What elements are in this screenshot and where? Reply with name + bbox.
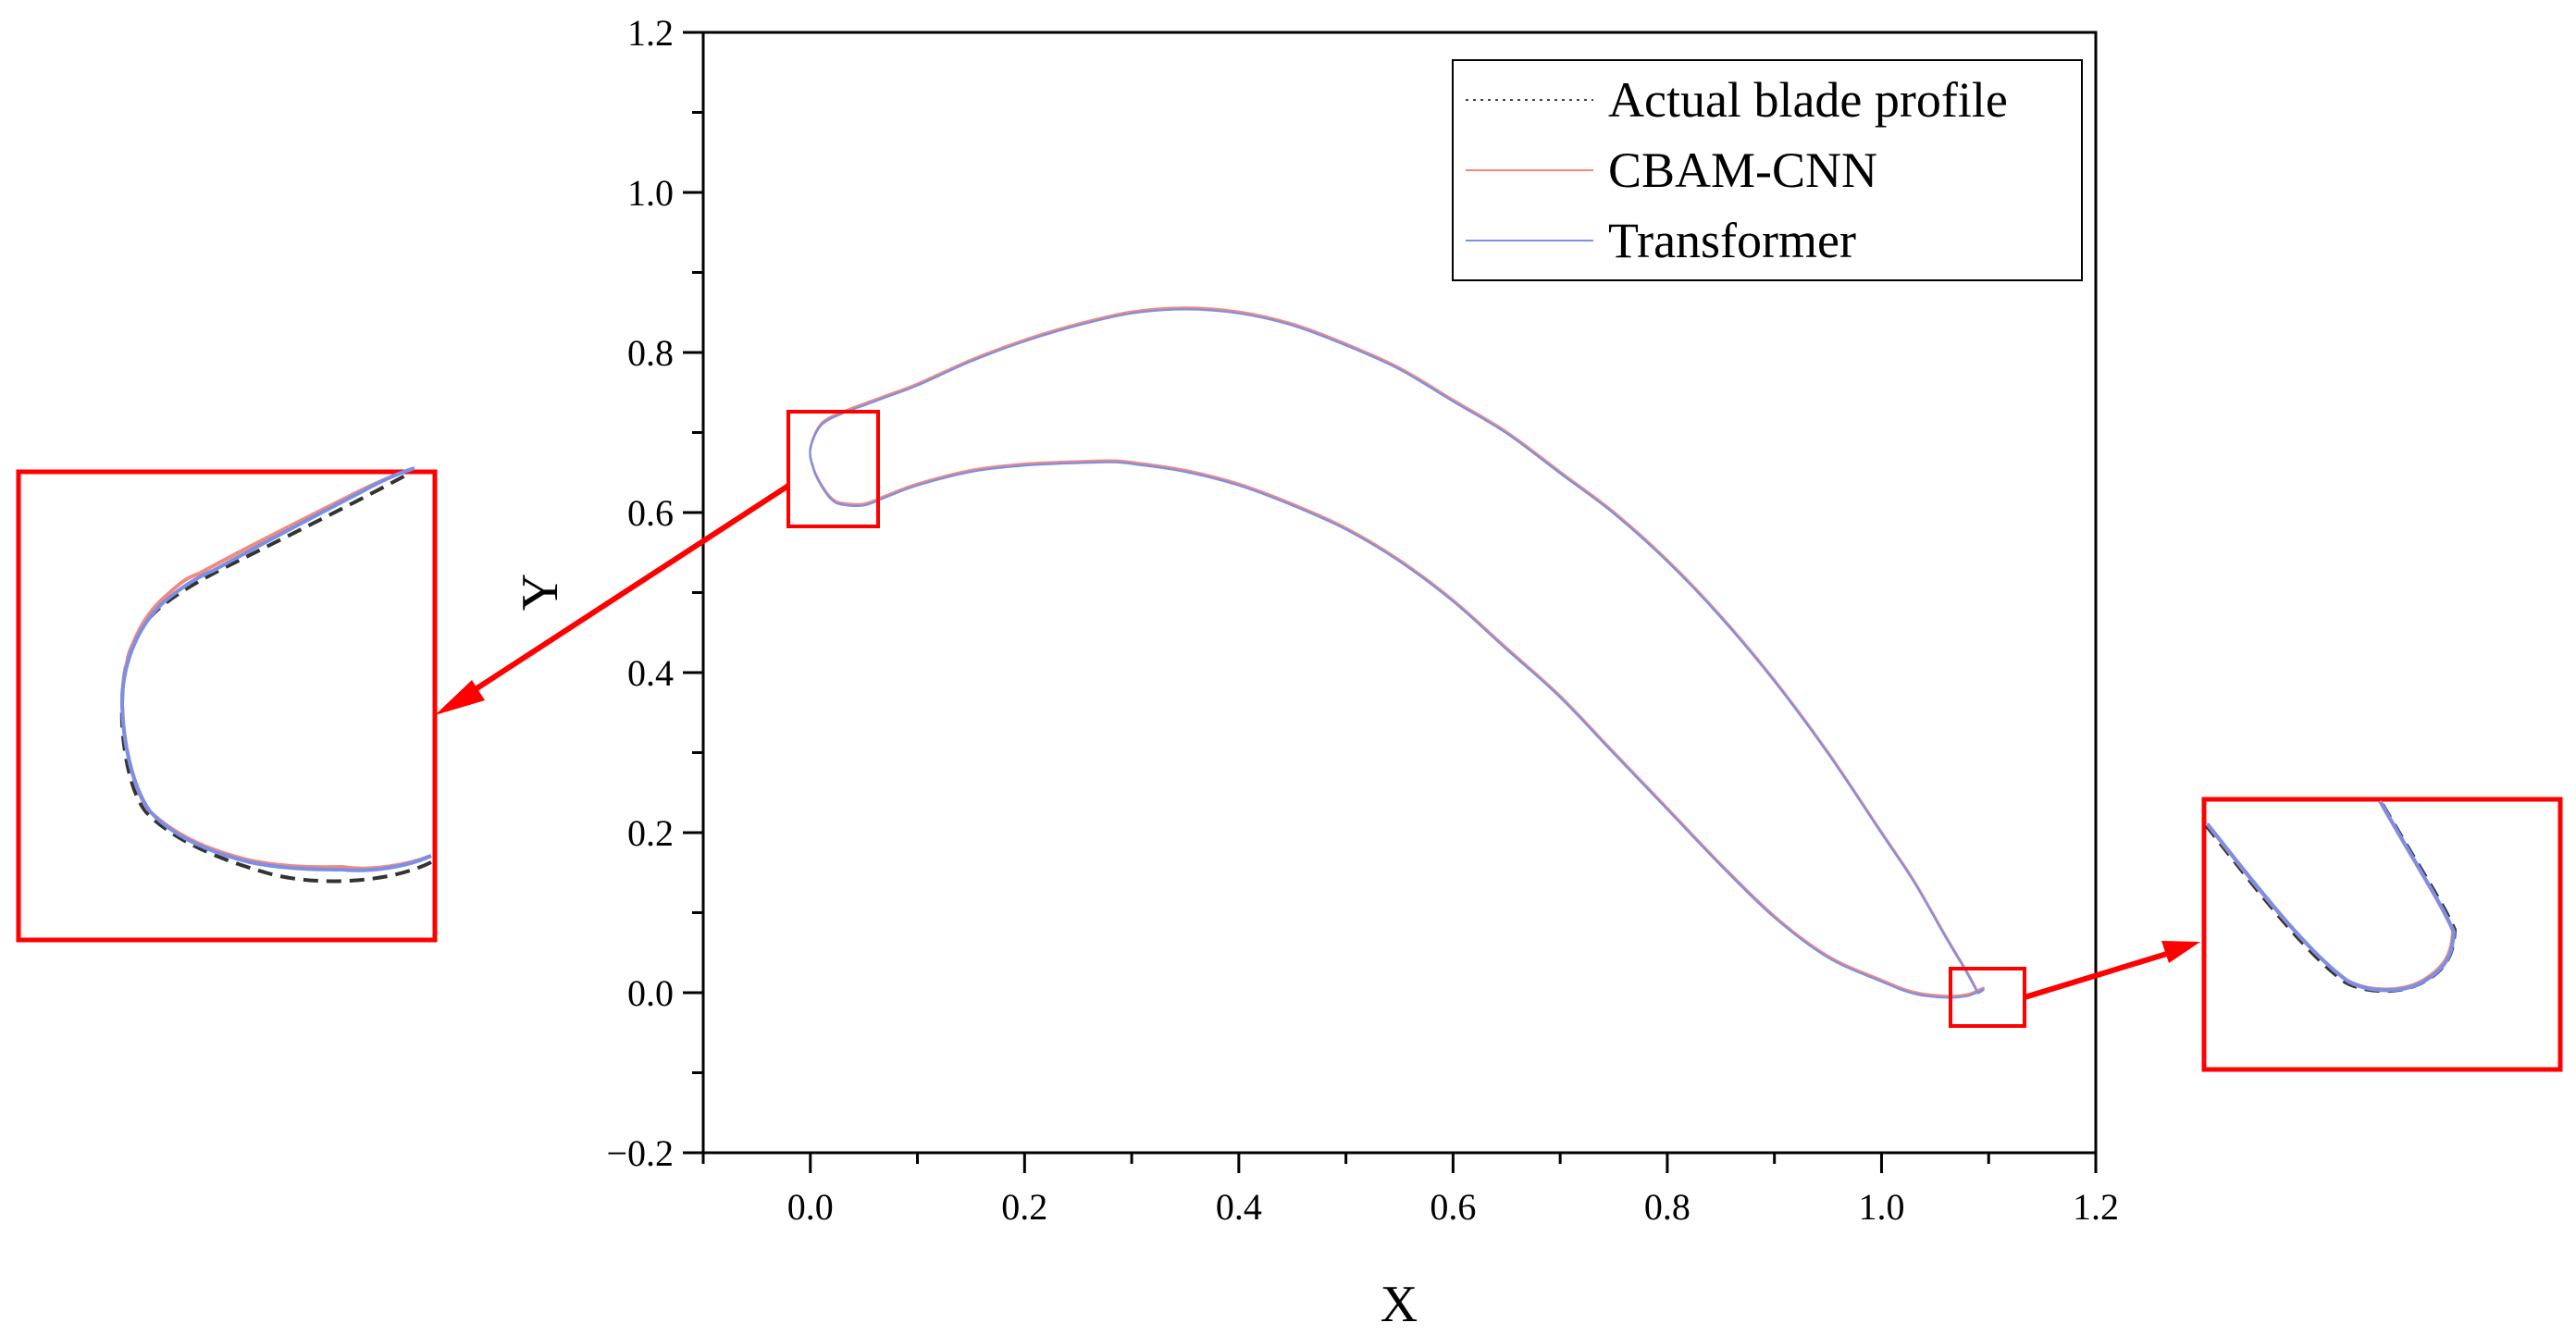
zoom-arrow-leading-edge: [461, 483, 790, 700]
series-line-1: [809, 306, 1985, 997]
legend-label-cbam-cnn: CBAM-CNN: [1608, 142, 1877, 198]
y-tick-label: 0.0: [627, 972, 674, 1014]
zoom-arrowhead-trailing-edge: [2161, 941, 2200, 963]
inset-frame-trailing-edge: [2201, 797, 2563, 1072]
y-tick-label: 1.2: [627, 12, 674, 54]
zoom-highlight-boxes: [786, 410, 2026, 1028]
x-tick-label: 1.2: [2073, 1186, 2119, 1228]
x-tick-label: 1.0: [1858, 1186, 1904, 1228]
x-tick-label: 0.4: [1216, 1186, 1262, 1228]
legend: Actual blade profile CBAM-CNN Transforme…: [1452, 59, 2083, 281]
series-line-0: [809, 307, 1985, 998]
x-tick-label: 0.0: [787, 1186, 834, 1228]
inset-frame-leading-edge: [16, 469, 438, 943]
profile-layer: [809, 306, 1985, 999]
zoom-region-leading-edge: [786, 410, 880, 528]
y-tick-label: 0.2: [627, 812, 674, 854]
plot-area: 0.0 0.2 0.4 0.6 0.8 1.0 1.2 −0.20.00.20.40.60.…: [606, 12, 2119, 1228]
zoom-arrowhead-leading-edge: [435, 680, 485, 715]
zoom-arrows: [435, 483, 2200, 1000]
x-tick-label: 0.6: [1430, 1186, 1476, 1228]
inset-trailing-edge-transformer: [2206, 801, 2457, 993]
x-tick-label: 0.8: [1644, 1186, 1690, 1228]
x-tick-label: 0.2: [1001, 1186, 1047, 1228]
y-axis-label: Y: [512, 574, 569, 611]
x-axis-label: X: [1381, 1276, 1418, 1333]
inset-leading-edge: [16, 466, 438, 943]
y-tick-label: 0.6: [627, 492, 674, 534]
legend-label-actual: Actual blade profile: [1608, 72, 2008, 128]
y-tick-label: 0.4: [627, 652, 674, 694]
zoom-arrow-trailing-edge: [2024, 950, 2171, 1000]
y-tick-label: 1.0: [627, 172, 674, 214]
y-tick-label: 0.8: [627, 332, 674, 374]
inset-trailing-edge: [2201, 797, 2563, 1072]
y-axis-ticks: −0.2 0.0 0.2 0.4 0.6 0.8 1.0 1.2: [606, 12, 703, 1174]
series-line-2: [809, 308, 1985, 999]
inset-leading-edge-transformer: [119, 466, 432, 872]
legend-label-transformer: Transformer: [1608, 213, 1856, 268]
x-axis-ticks: 0.0 0.2 0.4 0.6 0.8 1.0 1.2: [701, 1153, 2119, 1228]
y-tick-label: −0.2: [606, 1132, 674, 1174]
